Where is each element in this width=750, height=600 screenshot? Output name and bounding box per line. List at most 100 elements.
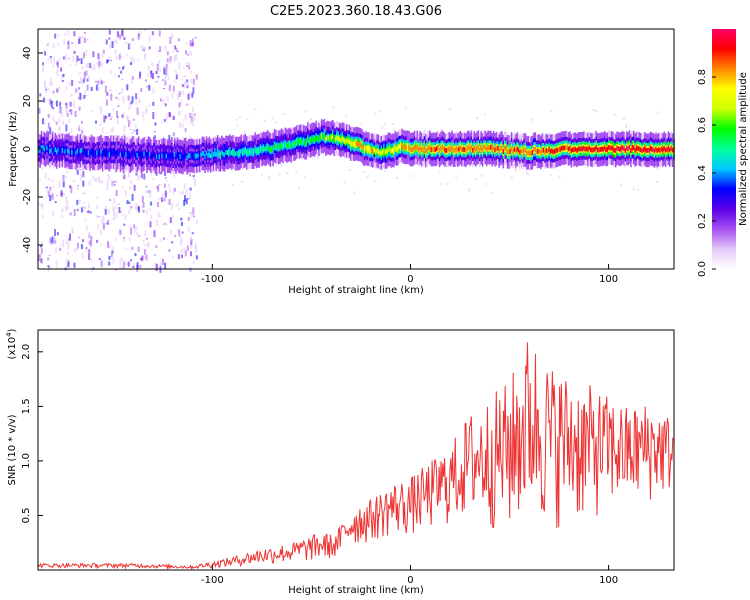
noise-speck [169, 60, 171, 64]
noise-speck [164, 262, 167, 269]
noise-speck [102, 222, 105, 230]
noise-speck [62, 74, 65, 77]
noise-speck [169, 56, 172, 62]
ridge-cell [130, 151, 133, 157]
noise-speck [42, 66, 45, 73]
noise-speck [43, 81, 46, 86]
noise-speck [164, 169, 167, 176]
x-tick-label: 0 [407, 575, 413, 586]
noise-speck [171, 241, 174, 244]
noise-speck [66, 168, 69, 174]
noise-speck [85, 247, 88, 253]
noise-speck [44, 82, 46, 89]
colorbar: 0.0 0.2 0.4 0.6 0.8 Normalized spectral ampl… [697, 29, 749, 277]
ridge-cell [484, 145, 487, 150]
noise-speck [80, 120, 83, 124]
noise-speck [52, 42, 55, 49]
noise-speck [40, 247, 43, 254]
noise-speck [50, 100, 53, 108]
noise-speck [89, 63, 92, 68]
ridge-cell [61, 148, 64, 153]
noise-speck [455, 175, 458, 178]
ridge-cell [416, 145, 419, 150]
noise-speck [65, 102, 68, 109]
ridge-cell [348, 139, 351, 144]
noise-speck [122, 265, 125, 269]
ridge-cell [244, 148, 247, 153]
ridge-cell [158, 154, 161, 160]
noise-speck [349, 168, 351, 171]
ridge-cell [107, 150, 109, 156]
noise-speck [178, 110, 181, 116]
ridge-cell [68, 149, 70, 155]
noise-speck [153, 186, 156, 188]
noise-speck [115, 217, 118, 219]
ridge-cell [307, 136, 309, 142]
noise-speck [65, 175, 67, 179]
ridge-cell [94, 151, 97, 157]
noise-speck [120, 70, 123, 74]
noise-speck [39, 93, 42, 97]
noise-speck [115, 55, 118, 61]
ridge-cell [394, 145, 396, 151]
ridge-cell [401, 143, 403, 148]
ridge-cell [584, 146, 586, 152]
ridge-cell [253, 149, 255, 155]
ridge-cell [286, 143, 288, 149]
noise-speck [156, 63, 159, 71]
noise-speck [268, 175, 271, 178]
noise-speck [57, 34, 60, 36]
noise-speck [65, 234, 68, 237]
ridge-cell [448, 146, 450, 152]
ridge-cell [207, 153, 209, 158]
noise-speck [246, 118, 249, 121]
noise-speck [192, 175, 195, 177]
ridge-cell [574, 146, 577, 152]
noise-speck [193, 116, 196, 121]
noise-speck [157, 50, 160, 52]
noise-speck [88, 252, 91, 260]
noise-speck [171, 33, 174, 40]
ridge-cell [386, 149, 388, 155]
noise-speck [145, 186, 148, 188]
noise-speck [65, 124, 68, 132]
ridge-cell [354, 141, 356, 147]
noise-speck [121, 29, 124, 37]
ridge-cell [628, 144, 631, 150]
noise-speck [117, 97, 120, 101]
ridge-cell [635, 146, 638, 152]
noise-speck [193, 215, 196, 218]
y-tick-label: -20 [22, 189, 33, 205]
noise-speck [93, 64, 96, 71]
noise-speck [65, 239, 68, 245]
noise-speck [69, 101, 72, 107]
noise-speck [186, 53, 189, 56]
noise-speck [99, 78, 102, 83]
noise-speck [166, 96, 169, 102]
ridge-cell [633, 145, 635, 150]
noise-speck [148, 105, 151, 107]
noise-speck [141, 195, 144, 203]
ridge-cell [562, 145, 564, 151]
ridge-cell [326, 135, 328, 140]
ridge-cell [251, 149, 254, 155]
noise-speck [116, 31, 119, 38]
noise-speck [62, 181, 65, 188]
noise-speck [108, 113, 111, 117]
ridge-cell [415, 145, 417, 151]
ridge-cell [603, 145, 606, 151]
ridge-cell [316, 136, 319, 141]
noise-speck [40, 258, 43, 264]
ridge-cell [656, 148, 659, 154]
ridge-cell [646, 148, 649, 153]
noise-speck [73, 262, 76, 268]
noise-speck [65, 85, 68, 90]
ridge-cell [609, 145, 611, 151]
noise-speck [186, 85, 189, 89]
ridge-cell [613, 147, 616, 153]
ridge-cell [241, 150, 244, 155]
noise-speck [113, 181, 116, 183]
noise-speck [151, 31, 154, 36]
ridge-cell [125, 152, 127, 157]
noise-speck [48, 266, 51, 269]
